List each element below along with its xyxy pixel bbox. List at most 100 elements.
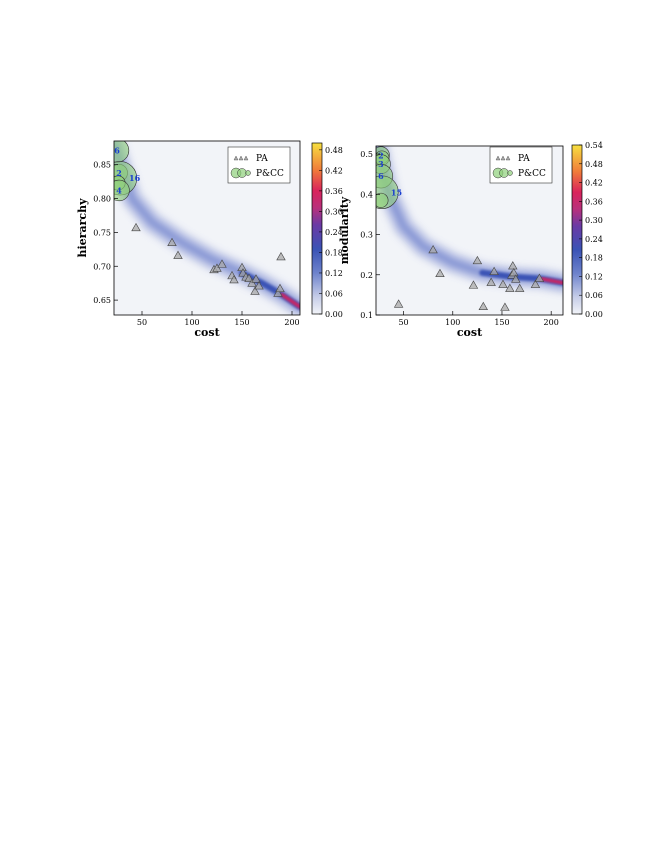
pa-point bbox=[505, 283, 515, 292]
pcc-point bbox=[376, 192, 389, 208]
pcc-count-label: 6 bbox=[114, 145, 120, 155]
density-peak bbox=[280, 292, 300, 309]
colorbar bbox=[571, 144, 583, 315]
pcc-count-label: 2 bbox=[116, 168, 122, 178]
pa-point bbox=[212, 263, 222, 272]
y-tick-label: 0.75 bbox=[93, 228, 111, 237]
pa-point bbox=[217, 259, 227, 268]
colorbar-tick-label: 0.36 bbox=[325, 187, 343, 196]
colorbar-tick-label: 0.48 bbox=[325, 146, 343, 155]
legend-pcc-label: P&CC bbox=[256, 169, 284, 179]
pa-point bbox=[468, 280, 479, 289]
colorbar-tick-label: 0.00 bbox=[325, 310, 343, 319]
density-peak bbox=[539, 277, 563, 285]
legend-pcc-label: P&CC bbox=[518, 169, 546, 179]
colorbar-tick-label: 0.24 bbox=[585, 235, 603, 244]
y-tick-label: 0.2 bbox=[360, 271, 373, 280]
pa-point bbox=[229, 274, 239, 284]
legend-pa-marker bbox=[233, 155, 239, 161]
plot-frame bbox=[113, 140, 301, 316]
x-tick-label: 50 bbox=[398, 318, 408, 327]
colorbar-tick-label: 0.00 bbox=[585, 310, 603, 319]
pa-point bbox=[514, 283, 525, 292]
colorbar-tick-label: 0.42 bbox=[325, 166, 343, 175]
y-tick-label: 0.70 bbox=[93, 262, 111, 271]
colorbar-tick-label: 0.36 bbox=[585, 197, 603, 206]
density-band bbox=[114, 141, 300, 315]
colorbar-tick-label: 0.24 bbox=[325, 228, 343, 237]
pa-point bbox=[173, 250, 183, 259]
pa-point bbox=[500, 302, 510, 311]
pa-point bbox=[276, 251, 286, 261]
y-tick-label: 0.3 bbox=[360, 231, 373, 240]
y-tick-label: 0.1 bbox=[360, 311, 373, 320]
y-tick-label: 0.5 bbox=[360, 150, 373, 159]
colorbar-tick-label: 0.42 bbox=[585, 179, 603, 188]
colorbar bbox=[311, 142, 323, 315]
legend-pa-marker bbox=[238, 155, 244, 161]
colorbar-tick-label: 0.12 bbox=[325, 269, 343, 278]
pa-point bbox=[275, 283, 285, 293]
pa-point bbox=[247, 278, 257, 287]
pa-point bbox=[486, 277, 496, 286]
colorbar-tick-label: 0.06 bbox=[585, 291, 603, 300]
pa-point bbox=[250, 286, 260, 295]
plot-frame bbox=[375, 145, 564, 316]
pa-point bbox=[511, 274, 521, 283]
chart-panel-1: 6 2 16 4 50 100 150 200 0.65 0.70 0.75 0.80 0.85 cost… bbox=[76, 140, 343, 339]
legend-pcc-marker bbox=[245, 170, 251, 176]
legend-pa-marker bbox=[500, 155, 506, 161]
x-axis-label: cost bbox=[457, 326, 483, 339]
x-tick-label: 200 bbox=[544, 318, 559, 327]
pa-point bbox=[273, 288, 283, 297]
legend-pa-marker bbox=[495, 155, 501, 161]
pa-point bbox=[530, 279, 541, 288]
x-axis-label: cost bbox=[194, 326, 220, 339]
x-tick-label: 100 bbox=[184, 318, 199, 327]
x-tick-label: 150 bbox=[494, 318, 509, 327]
pa-point bbox=[472, 255, 483, 265]
colorbar-tick-label: 0.18 bbox=[585, 254, 603, 263]
colorbar-tick-label: 0.48 bbox=[585, 160, 603, 169]
pa-point bbox=[498, 279, 508, 288]
y-tick-label: 0.4 bbox=[360, 190, 373, 199]
pa-point bbox=[478, 301, 488, 311]
chart-panel-2: 23 6 15 50 100 150 200 0.1 0.2 0.3 0.4 0.5 cost modul… bbox=[338, 141, 603, 339]
pcc-count-label: 16 bbox=[129, 173, 141, 183]
pcc-count-label: 3 bbox=[378, 159, 384, 169]
legend-pa-label: PA bbox=[518, 154, 530, 164]
pa-point bbox=[254, 281, 264, 290]
pa-point bbox=[244, 273, 254, 282]
colorbar-tick-label: 0.30 bbox=[585, 216, 603, 225]
legend: PA P&CC bbox=[227, 146, 291, 184]
legend-pa-marker bbox=[243, 155, 249, 161]
pa-point bbox=[251, 274, 261, 283]
colorbar-tick-label: 0.06 bbox=[325, 289, 343, 298]
colorbar-tick-label: 0.30 bbox=[325, 207, 343, 216]
y-tick-label: 0.80 bbox=[93, 195, 111, 204]
legend-pa-label: PA bbox=[256, 154, 268, 164]
colorbar-tick-label: 0.54 bbox=[585, 141, 603, 150]
legend: PA P&CC bbox=[489, 146, 553, 184]
x-tick-label: 200 bbox=[284, 318, 299, 327]
pcc-count-label: 4 bbox=[116, 185, 122, 195]
y-axis-label: modularity bbox=[338, 196, 351, 264]
density-band bbox=[376, 146, 563, 294]
y-tick-label: 0.85 bbox=[93, 161, 111, 170]
legend-pcc-marker bbox=[499, 168, 509, 178]
legend-pcc-marker bbox=[237, 168, 247, 178]
legend-pa-marker bbox=[505, 155, 511, 161]
x-tick-label: 150 bbox=[234, 318, 249, 327]
x-tick-label: 100 bbox=[445, 318, 460, 327]
pcc-count-label: 6 bbox=[378, 171, 384, 181]
pa-point bbox=[435, 268, 445, 278]
pa-point bbox=[534, 273, 545, 282]
y-axis-label: hierarchy bbox=[76, 198, 89, 258]
pa-point bbox=[393, 299, 404, 308]
colorbar-tick-label: 0.18 bbox=[325, 248, 343, 257]
pa-point bbox=[428, 245, 438, 254]
pa-point bbox=[489, 266, 499, 275]
pa-point bbox=[131, 222, 141, 232]
pcc-count-label: 15 bbox=[391, 187, 402, 197]
